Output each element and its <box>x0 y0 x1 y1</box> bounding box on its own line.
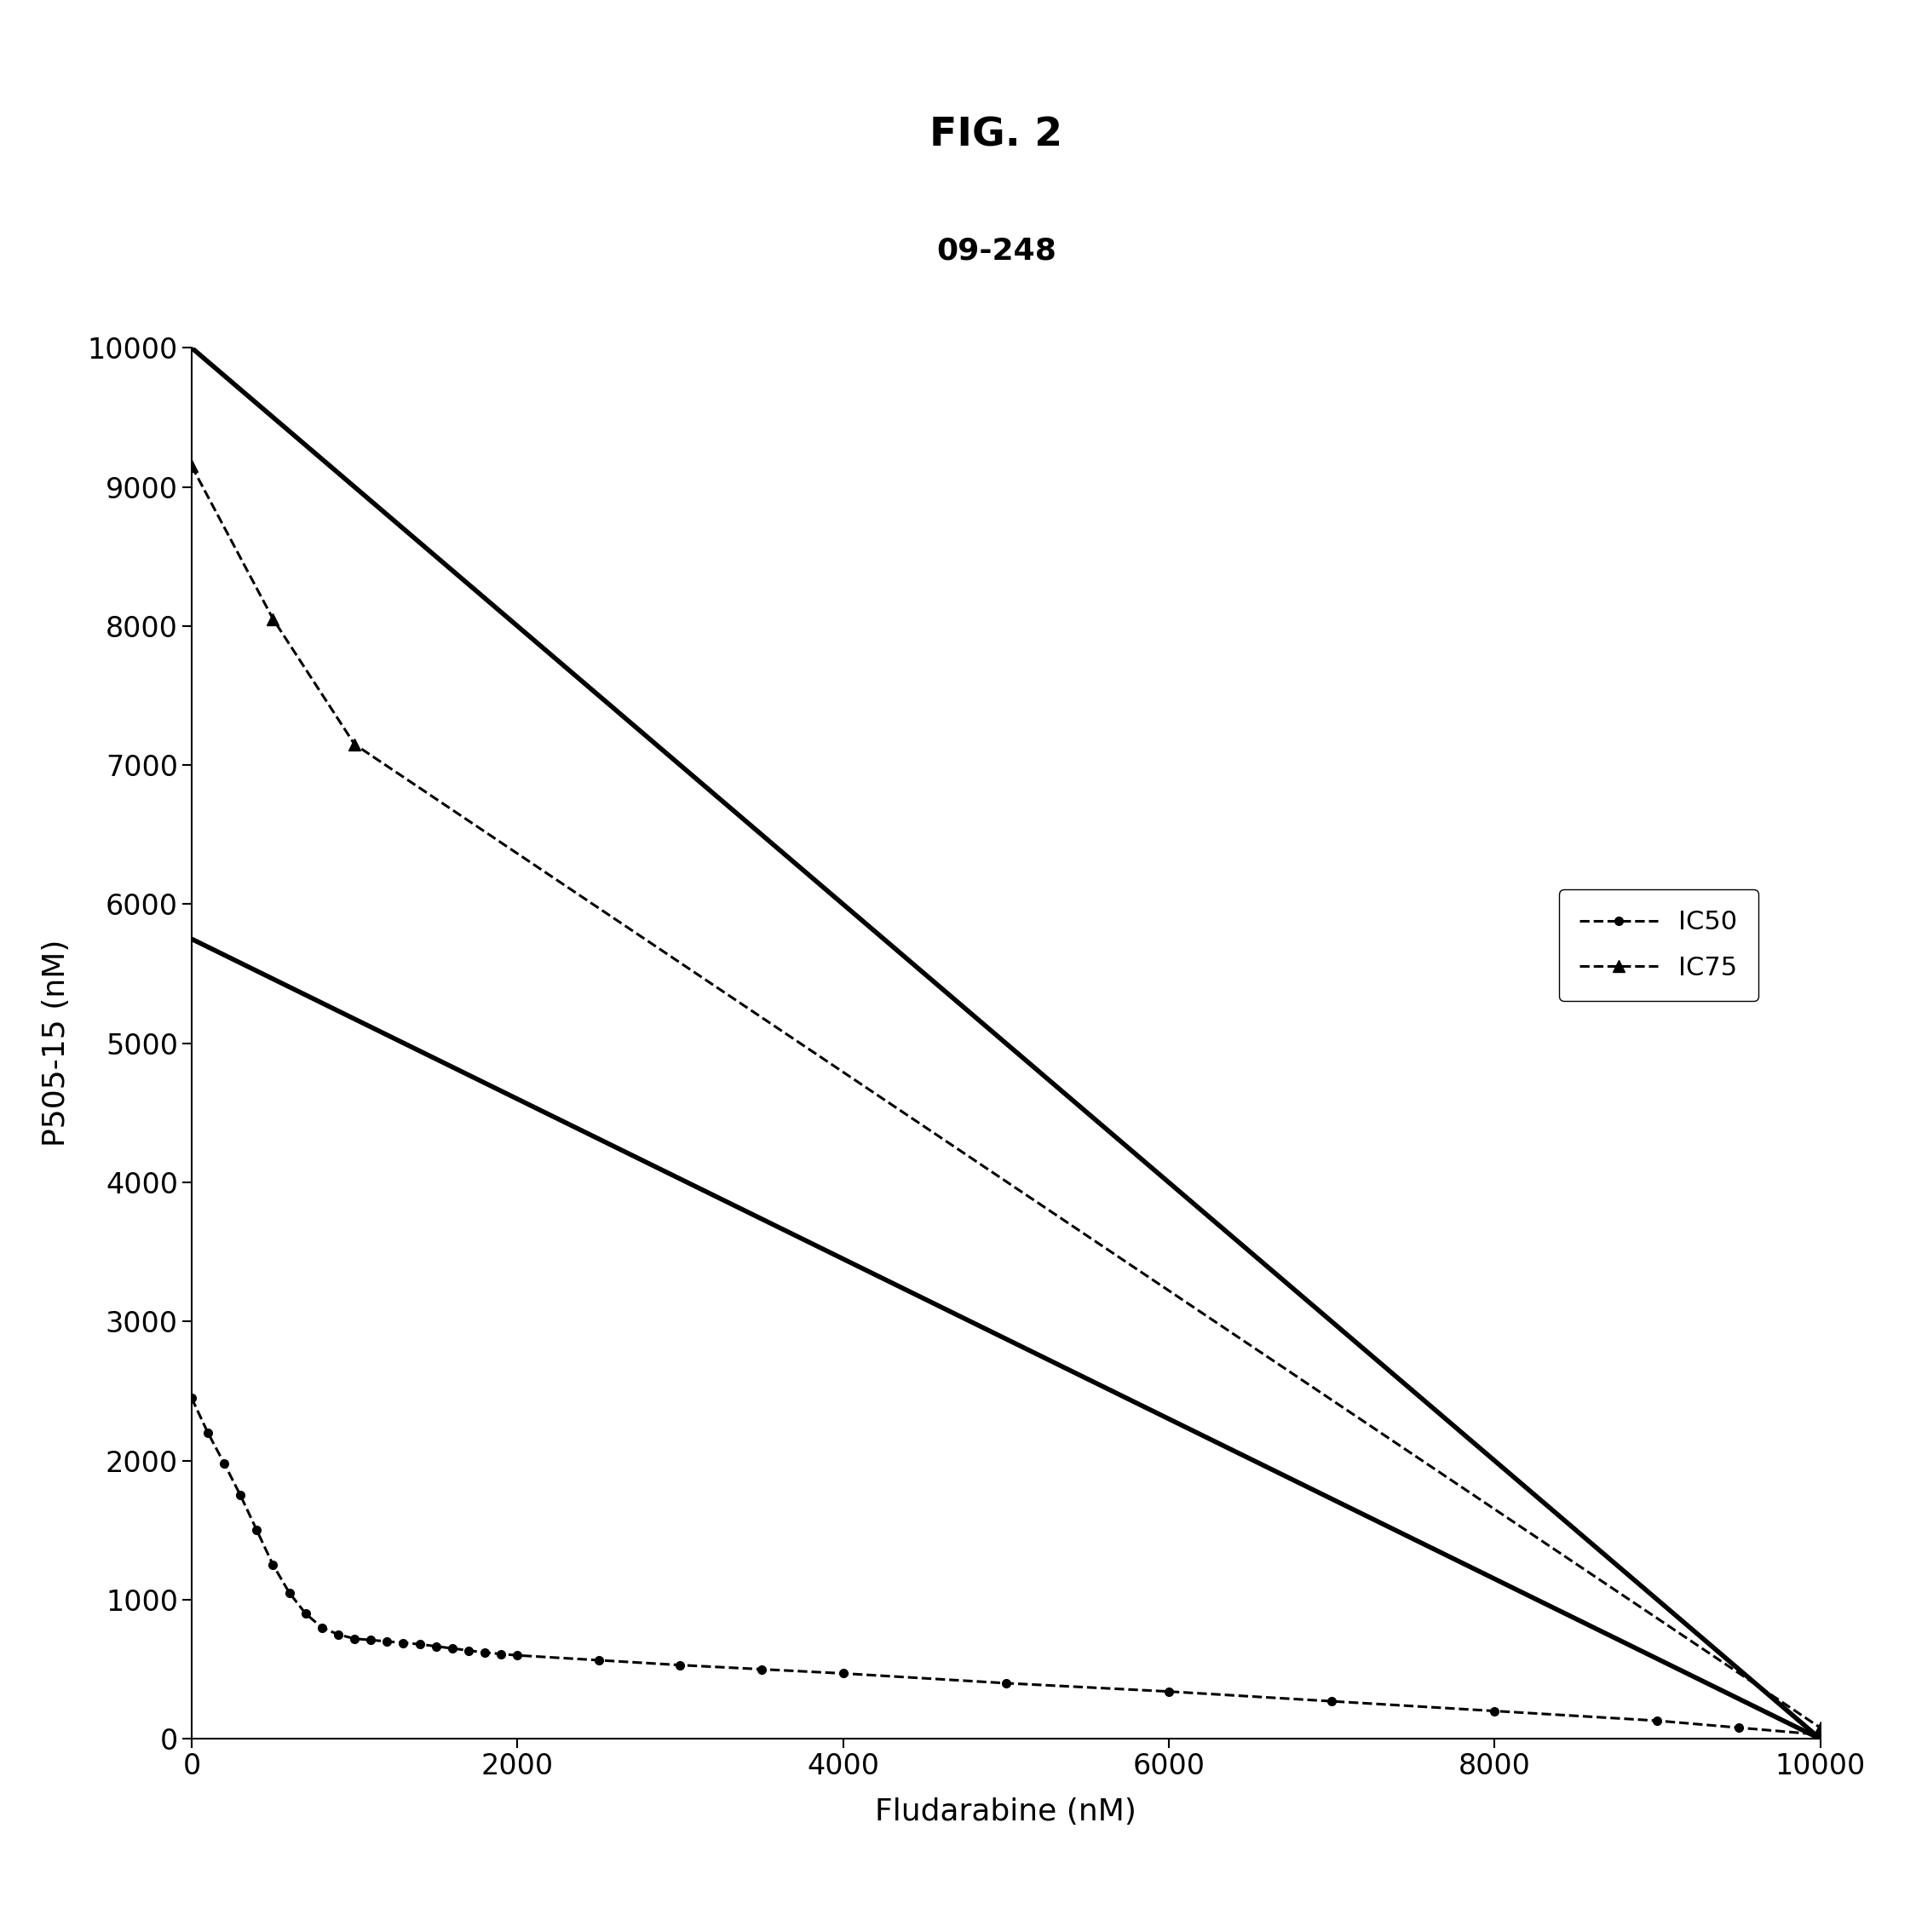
IC75 <box>261 607 284 630</box>
IC50 <box>489 1642 512 1665</box>
IC50 <box>669 1654 692 1677</box>
IC50 <box>261 1553 284 1577</box>
IC50 <box>230 1484 253 1507</box>
IC50 <box>423 1634 446 1658</box>
Legend: IC50, IC75: IC50, IC75 <box>1560 889 1759 1001</box>
IC50 <box>180 1387 203 1410</box>
IC50 <box>1646 1710 1669 1733</box>
Text: 09-248: 09-248 <box>937 238 1056 265</box>
IC50 <box>343 1627 366 1650</box>
IC50 <box>245 1519 268 1542</box>
IC50 <box>213 1451 236 1474</box>
Y-axis label: P505-15 (nM): P505-15 (nM) <box>42 939 71 1148</box>
IC50 <box>278 1580 301 1604</box>
IC50 <box>358 1629 381 1652</box>
X-axis label: Fludarabine (nM): Fludarabine (nM) <box>876 1797 1136 1826</box>
IC50 <box>506 1644 529 1667</box>
IC50 <box>473 1640 496 1663</box>
IC50 <box>295 1602 318 1625</box>
IC50 <box>310 1615 333 1638</box>
Line: IC50: IC50 <box>188 1393 1824 1739</box>
IC50 <box>1809 1723 1832 1747</box>
IC50 <box>441 1636 464 1660</box>
Text: FIG. 2: FIG. 2 <box>929 116 1063 155</box>
IC50 <box>1157 1681 1180 1704</box>
IC50 <box>1320 1690 1343 1714</box>
IC50 <box>832 1662 855 1685</box>
Line: IC75: IC75 <box>186 460 1826 1733</box>
IC50 <box>1483 1700 1506 1723</box>
IC50 <box>376 1631 399 1654</box>
IC75 <box>1809 1716 1832 1739</box>
IC75 <box>180 454 203 477</box>
IC50 <box>586 1648 609 1671</box>
IC50 <box>326 1623 349 1646</box>
IC50 <box>408 1633 431 1656</box>
IC50 <box>456 1638 479 1662</box>
IC50 <box>749 1658 772 1681</box>
IC50 <box>391 1631 414 1654</box>
IC50 <box>1726 1716 1749 1739</box>
IC50 <box>994 1671 1017 1694</box>
IC75 <box>343 732 366 755</box>
IC50 <box>195 1422 218 1445</box>
